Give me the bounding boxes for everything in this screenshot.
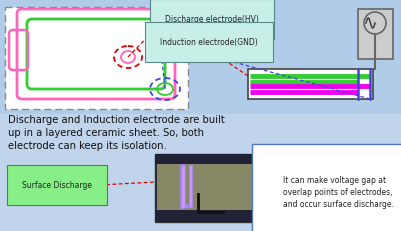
FancyBboxPatch shape xyxy=(247,70,372,100)
Text: Discharge and Induction electrode are built
up in a layered ceramic sheet. So, b: Discharge and Induction electrode are bu… xyxy=(8,115,224,151)
FancyBboxPatch shape xyxy=(155,210,269,222)
FancyBboxPatch shape xyxy=(5,8,188,109)
Text: Induction electrode(GND): Induction electrode(GND) xyxy=(160,38,257,47)
Text: Discharge electrode(HV): Discharge electrode(HV) xyxy=(164,15,258,24)
Circle shape xyxy=(363,13,385,35)
FancyBboxPatch shape xyxy=(157,164,267,210)
Text: It can make voltage gap at
overlap points of electrodes,
and occur surface disch: It can make voltage gap at overlap point… xyxy=(282,175,393,208)
Text: 1: 1 xyxy=(394,220,399,229)
FancyBboxPatch shape xyxy=(0,115,401,231)
FancyBboxPatch shape xyxy=(357,10,392,60)
FancyBboxPatch shape xyxy=(155,154,269,164)
FancyBboxPatch shape xyxy=(155,154,269,222)
Text: Surface Discharge: Surface Discharge xyxy=(22,181,92,190)
